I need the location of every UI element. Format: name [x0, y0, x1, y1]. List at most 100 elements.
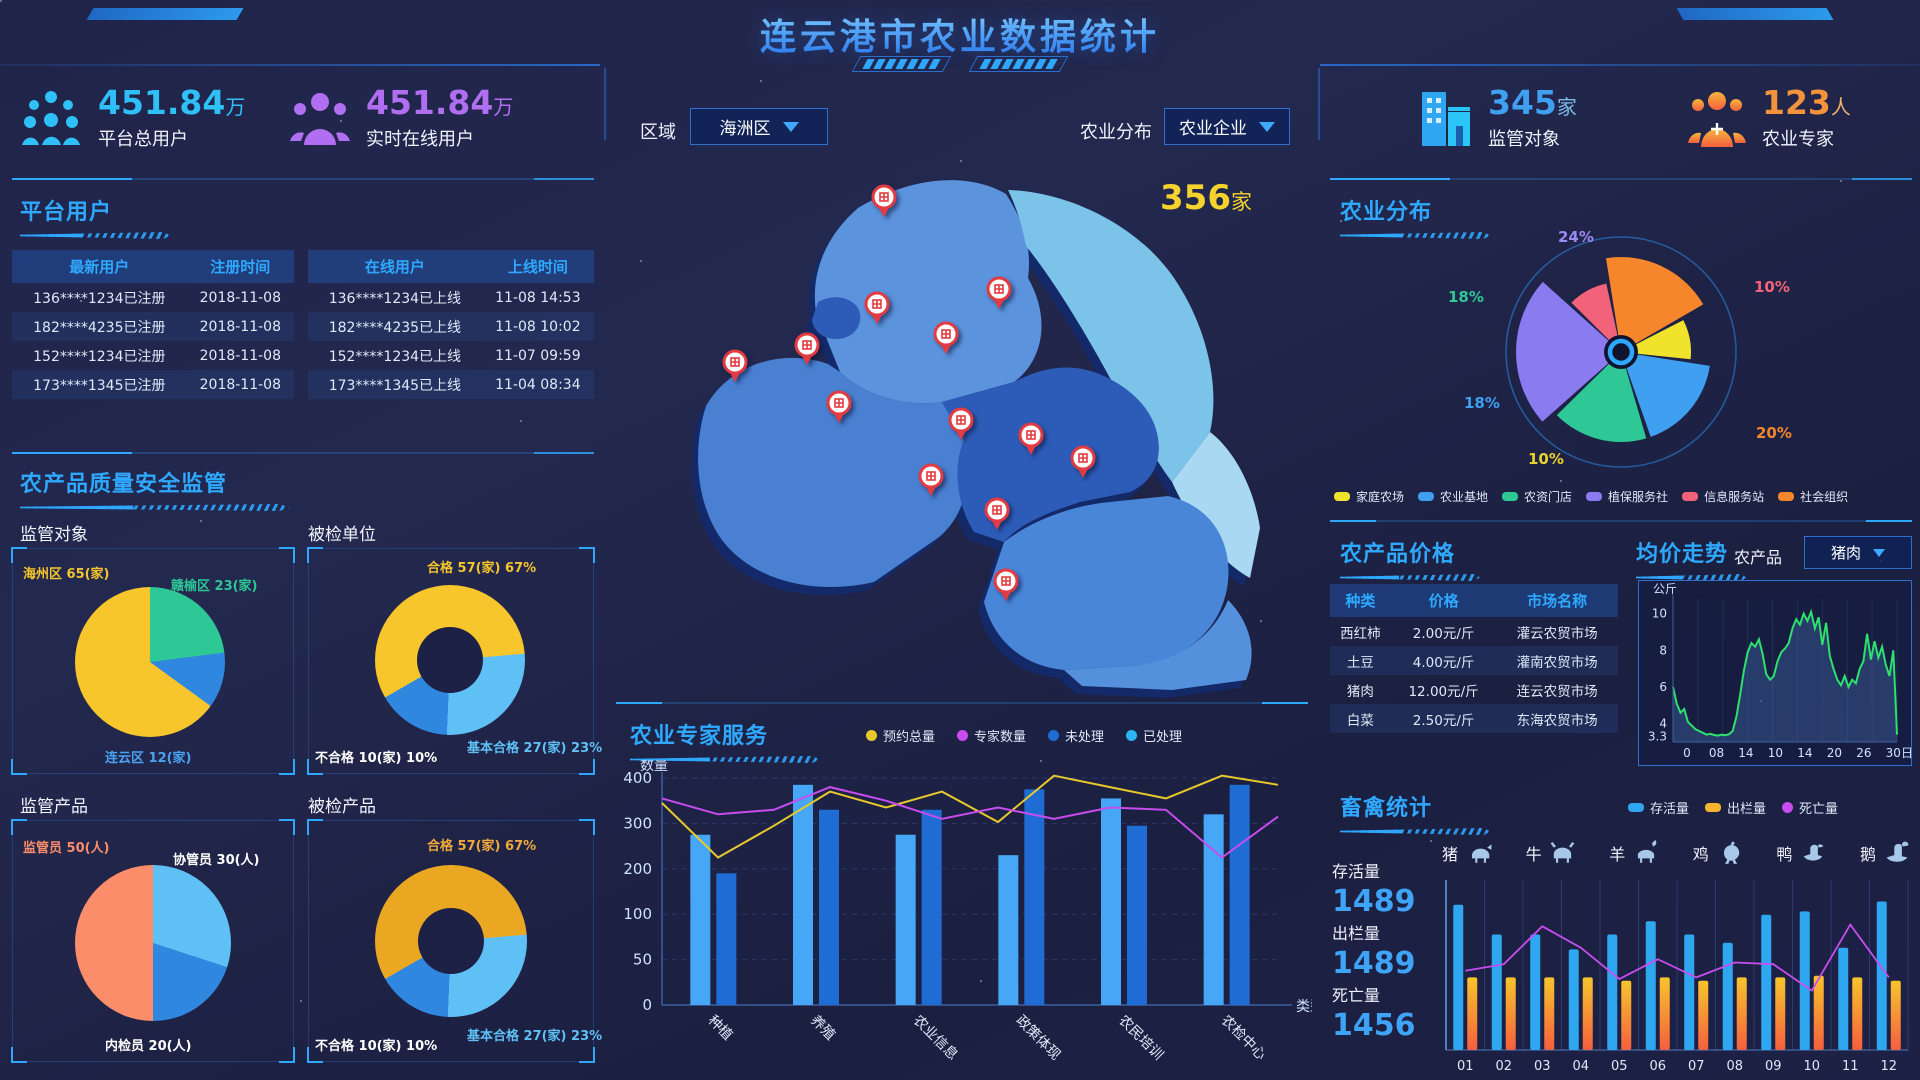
table-row: 152****1234已上线 11-07 09:59	[328, 347, 581, 365]
legend-item[interactable]: 未处理	[1048, 726, 1104, 745]
stat-unit: 万	[493, 95, 514, 119]
svg-text:200: 200	[623, 860, 652, 878]
stat-online-users: 451.84万 实时在线用户	[290, 85, 514, 151]
livestock-stat-out: 出栏量 1489	[1332, 924, 1416, 981]
title-underline	[1340, 574, 1480, 581]
map-pin-11[interactable]	[918, 463, 944, 497]
product-selector-dropdown[interactable]: 猪肉	[1804, 536, 1912, 569]
svg-text:10: 10	[1652, 607, 1667, 621]
chart-supervise-objects: 海州区 65(家) 赣榆区 23(家) 连云区 12(家)	[11, 547, 295, 775]
legend-item[interactable]: 死亡量	[1782, 798, 1838, 817]
animal-icon	[1723, 841, 1739, 864]
expert-service-title: 农业专家服务	[630, 718, 820, 763]
map-pin-8[interactable]	[948, 407, 974, 441]
map-pin-10[interactable]	[1070, 445, 1096, 479]
animal-label: 羊	[1609, 845, 1626, 864]
animal-item-6[interactable]: 鹅	[1860, 840, 1912, 866]
legend-swatch	[1048, 730, 1060, 741]
animal-icon	[1886, 841, 1909, 862]
register-table: 最新用户 注册时间 136****1234已注册 2018-11-08 182****4…	[12, 250, 294, 399]
pie-label: 赣榆区 23(家)	[171, 579, 258, 594]
map-districts	[698, 180, 1260, 690]
animal-label: 鸭	[1776, 845, 1793, 864]
livestock-stat-alive: 存活量 1489	[1332, 862, 1416, 919]
svg-text:04: 04	[1572, 1059, 1589, 1074]
stat-label: 平台总用户	[98, 128, 188, 150]
legend-item[interactable]: 社会组织	[1778, 488, 1848, 505]
buildings-icon	[1422, 92, 1470, 147]
product-selector-label: 农产品	[1734, 548, 1783, 567]
online-users-icon	[290, 93, 350, 146]
table-row: 136****1234已上线 11-08 14:53	[328, 289, 581, 307]
region-dropdown[interactable]: 海洲区	[690, 108, 828, 145]
map-pin-9[interactable]	[1018, 422, 1044, 456]
legend-item[interactable]: 农业基地	[1418, 488, 1488, 505]
chevron-down-icon	[782, 121, 799, 132]
distribution-count-badge: 356家	[1160, 178, 1252, 218]
table-row: 182****4235已上线 11-08 10:02	[308, 312, 594, 341]
svg-text:3.3: 3.3	[1648, 730, 1667, 744]
map-pin-3[interactable]	[986, 276, 1012, 310]
frame-vline-left	[604, 68, 606, 140]
table-row: 173****1345已注册 2018-11-08	[12, 370, 294, 399]
animal-item-5[interactable]: 鸭	[1776, 840, 1828, 866]
legend-swatch	[1705, 803, 1722, 812]
title-underline	[20, 504, 290, 511]
svg-text:养殖: 养殖	[807, 1012, 839, 1044]
pie-label: 监管员 50(人)	[23, 841, 110, 856]
animal-icon	[1804, 844, 1824, 861]
svg-text:08: 08	[1726, 1059, 1743, 1074]
animal-item-4[interactable]: 鸡	[1693, 840, 1745, 866]
table-row: 136****1234已注册 2018-11-08	[33, 289, 281, 307]
legend-swatch	[866, 730, 877, 741]
map-pin-1[interactable]	[871, 184, 897, 218]
svg-text:30: 30	[1886, 746, 1901, 760]
animal-selector-row: 猪牛羊鸡鸭鹅	[1442, 840, 1912, 866]
map-pin-5[interactable]	[722, 349, 748, 383]
legend-item[interactable]: 专家数量	[957, 726, 1026, 745]
legend-item[interactable]: 农资门店	[1502, 488, 1572, 505]
title-underline	[1636, 574, 1746, 581]
legend-label: 死亡量	[1799, 802, 1839, 817]
animal-item-2[interactable]: 牛	[1526, 840, 1578, 866]
animal-label: 鹅	[1859, 845, 1876, 864]
legend-item[interactable]: 信息服务站	[1682, 488, 1764, 505]
table-row: 152****1234已注册 2018-11-08	[33, 347, 281, 365]
divider	[12, 452, 594, 454]
table-header: 价格	[1390, 584, 1497, 617]
distribution-dropdown[interactable]: 农业企业	[1164, 108, 1290, 145]
legend-item[interactable]: 植保服务社	[1586, 488, 1668, 505]
animal-icon	[1550, 842, 1574, 863]
legend-item[interactable]: 存活量	[1628, 798, 1689, 817]
experts-icon	[1688, 92, 1746, 148]
pie-label: 不合格 10(家) 10%	[315, 1039, 438, 1054]
legend-swatch	[1682, 492, 1699, 501]
svg-text:26: 26	[1856, 746, 1871, 760]
animal-item-1[interactable]: 猪	[1442, 840, 1494, 866]
table-header: 上线时间	[481, 250, 594, 283]
map-pin-6[interactable]	[933, 321, 959, 355]
map-pin-layer	[612, 150, 1312, 695]
pie-label: 连云区 12(家)	[105, 751, 192, 766]
pie-label: 合格 57(家) 67%	[427, 839, 537, 854]
legend-swatch	[1782, 802, 1794, 813]
stat-total-users: 451.84万 平台总用户	[20, 85, 245, 151]
legend-item[interactable]: 出栏量	[1705, 798, 1766, 817]
price-trend-title: 均价走势	[1636, 536, 1746, 581]
svg-text:400: 400	[623, 769, 652, 787]
legend-item[interactable]: 家庭农场	[1334, 488, 1404, 505]
map-pin-2[interactable]	[864, 291, 890, 325]
svg-text:14: 14	[1738, 746, 1753, 760]
distribution-dropdown-value: 农业企业	[1179, 119, 1247, 139]
legend-item[interactable]: 已处理	[1126, 726, 1182, 745]
map-pin-4[interactable]	[794, 332, 820, 366]
legend-item[interactable]: 预约总量	[866, 726, 935, 745]
map-pin-13[interactable]	[993, 568, 1019, 602]
frame-vline-right	[1318, 68, 1320, 140]
card-title-supervise-objects: 监管对象	[20, 525, 88, 545]
map-pin-7[interactable]	[826, 390, 852, 424]
svg-text:种植: 种植	[705, 1013, 736, 1044]
legend-swatch	[1628, 803, 1644, 812]
animal-item-3[interactable]: 羊	[1609, 840, 1661, 866]
map-pin-12[interactable]	[984, 497, 1010, 531]
